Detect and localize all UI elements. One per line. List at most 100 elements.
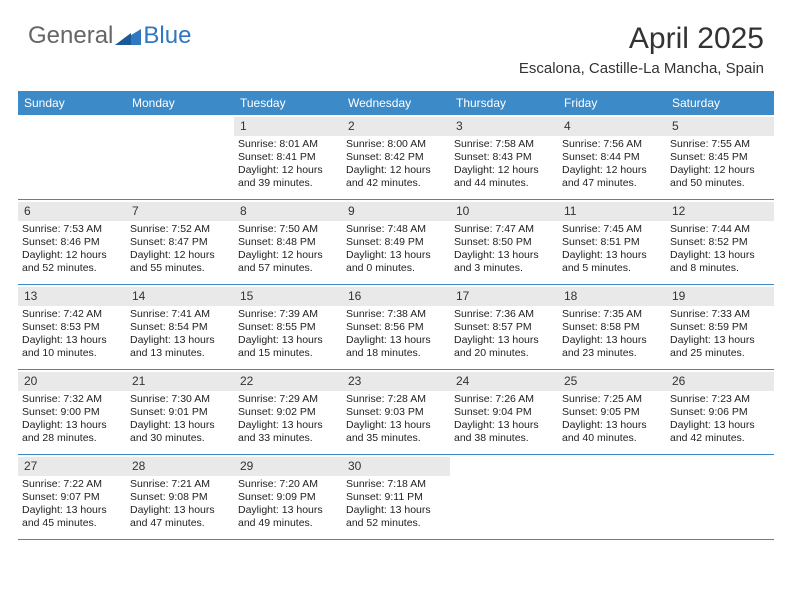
day-number: 11	[558, 202, 666, 221]
day-cell	[666, 455, 774, 539]
dayname: Monday	[126, 91, 234, 115]
sunset-text: Sunset: 9:11 PM	[346, 491, 446, 504]
dayname: Saturday	[666, 91, 774, 115]
daylight-text: Daylight: 13 hours and 5 minutes.	[562, 249, 662, 275]
sunrise-text: Sunrise: 8:01 AM	[238, 138, 338, 151]
daylight-text: Daylight: 13 hours and 18 minutes.	[346, 334, 446, 360]
sunrise-text: Sunrise: 7:21 AM	[130, 478, 230, 491]
logo: General Blue	[28, 22, 191, 50]
daylight-text: Daylight: 12 hours and 55 minutes.	[130, 249, 230, 275]
day-number: 14	[126, 287, 234, 306]
day-cell: 25Sunrise: 7:25 AMSunset: 9:05 PMDayligh…	[558, 370, 666, 454]
weekday-header: SundayMondayTuesdayWednesdayThursdayFrid…	[18, 91, 774, 115]
day-number: 29	[234, 457, 342, 476]
sunrise-text: Sunrise: 7:35 AM	[562, 308, 662, 321]
sunset-text: Sunset: 8:58 PM	[562, 321, 662, 334]
day-cell: 5Sunrise: 7:55 AMSunset: 8:45 PMDaylight…	[666, 115, 774, 199]
day-number: 7	[126, 202, 234, 221]
day-number: 27	[18, 457, 126, 476]
sunrise-text: Sunrise: 7:55 AM	[670, 138, 770, 151]
day-number: 4	[558, 117, 666, 136]
day-number: 17	[450, 287, 558, 306]
day-number: 2	[342, 117, 450, 136]
sunset-text: Sunset: 8:53 PM	[22, 321, 122, 334]
dayname: Wednesday	[342, 91, 450, 115]
sunset-text: Sunset: 8:59 PM	[670, 321, 770, 334]
sunrise-text: Sunrise: 7:53 AM	[22, 223, 122, 236]
day-cell: 26Sunrise: 7:23 AMSunset: 9:06 PMDayligh…	[666, 370, 774, 454]
sunrise-text: Sunrise: 7:29 AM	[238, 393, 338, 406]
daylight-text: Daylight: 13 hours and 23 minutes.	[562, 334, 662, 360]
day-cell: 8Sunrise: 7:50 AMSunset: 8:48 PMDaylight…	[234, 200, 342, 284]
day-number: 22	[234, 372, 342, 391]
daylight-text: Daylight: 12 hours and 44 minutes.	[454, 164, 554, 190]
day-cell: 22Sunrise: 7:29 AMSunset: 9:02 PMDayligh…	[234, 370, 342, 454]
day-cell: 28Sunrise: 7:21 AMSunset: 9:08 PMDayligh…	[126, 455, 234, 539]
dayname: Friday	[558, 91, 666, 115]
sunrise-text: Sunrise: 7:33 AM	[670, 308, 770, 321]
sunrise-text: Sunrise: 7:52 AM	[130, 223, 230, 236]
day-cell	[450, 455, 558, 539]
day-cell: 11Sunrise: 7:45 AMSunset: 8:51 PMDayligh…	[558, 200, 666, 284]
daylight-text: Daylight: 13 hours and 45 minutes.	[22, 504, 122, 530]
day-number: 18	[558, 287, 666, 306]
sunrise-text: Sunrise: 7:44 AM	[670, 223, 770, 236]
day-cell: 4Sunrise: 7:56 AMSunset: 8:44 PMDaylight…	[558, 115, 666, 199]
day-number: 6	[18, 202, 126, 221]
daylight-text: Daylight: 13 hours and 40 minutes.	[562, 419, 662, 445]
daylight-text: Daylight: 12 hours and 39 minutes.	[238, 164, 338, 190]
daylight-text: Daylight: 13 hours and 38 minutes.	[454, 419, 554, 445]
day-cell	[18, 115, 126, 199]
sunrise-text: Sunrise: 7:41 AM	[130, 308, 230, 321]
daylight-text: Daylight: 12 hours and 47 minutes.	[562, 164, 662, 190]
day-number: 13	[18, 287, 126, 306]
daylight-text: Daylight: 13 hours and 13 minutes.	[130, 334, 230, 360]
dayname: Thursday	[450, 91, 558, 115]
week-row: 1Sunrise: 8:01 AMSunset: 8:41 PMDaylight…	[18, 115, 774, 200]
day-number: 12	[666, 202, 774, 221]
daylight-text: Daylight: 13 hours and 10 minutes.	[22, 334, 122, 360]
daylight-text: Daylight: 13 hours and 15 minutes.	[238, 334, 338, 360]
week-row: 6Sunrise: 7:53 AMSunset: 8:46 PMDaylight…	[18, 200, 774, 285]
page-title: April 2025	[519, 22, 764, 56]
day-cell: 9Sunrise: 7:48 AMSunset: 8:49 PMDaylight…	[342, 200, 450, 284]
daylight-text: Daylight: 13 hours and 0 minutes.	[346, 249, 446, 275]
day-cell: 2Sunrise: 8:00 AMSunset: 8:42 PMDaylight…	[342, 115, 450, 199]
day-cell	[558, 455, 666, 539]
daylight-text: Daylight: 13 hours and 52 minutes.	[346, 504, 446, 530]
daylight-text: Daylight: 13 hours and 30 minutes.	[130, 419, 230, 445]
day-number: 24	[450, 372, 558, 391]
sunset-text: Sunset: 9:01 PM	[130, 406, 230, 419]
day-number: 15	[234, 287, 342, 306]
sunset-text: Sunset: 9:09 PM	[238, 491, 338, 504]
sunrise-text: Sunrise: 7:39 AM	[238, 308, 338, 321]
title-block: April 2025 Escalona, Castille-La Mancha,…	[519, 22, 764, 77]
header: General Blue April 2025 Escalona, Castil…	[0, 0, 792, 83]
day-cell: 21Sunrise: 7:30 AMSunset: 9:01 PMDayligh…	[126, 370, 234, 454]
daylight-text: Daylight: 13 hours and 35 minutes.	[346, 419, 446, 445]
sunrise-text: Sunrise: 7:26 AM	[454, 393, 554, 406]
daylight-text: Daylight: 12 hours and 52 minutes.	[22, 249, 122, 275]
sunset-text: Sunset: 8:55 PM	[238, 321, 338, 334]
day-cell: 10Sunrise: 7:47 AMSunset: 8:50 PMDayligh…	[450, 200, 558, 284]
dayname: Sunday	[18, 91, 126, 115]
sunrise-text: Sunrise: 7:18 AM	[346, 478, 446, 491]
sunrise-text: Sunrise: 7:28 AM	[346, 393, 446, 406]
sunrise-text: Sunrise: 7:42 AM	[22, 308, 122, 321]
sunset-text: Sunset: 9:06 PM	[670, 406, 770, 419]
sunrise-text: Sunrise: 7:47 AM	[454, 223, 554, 236]
triangle-icon	[115, 27, 141, 45]
day-cell: 15 Sunrise: 7:39 AMSunset: 8:55 PMDayligh…	[234, 285, 342, 369]
day-number: 1	[234, 117, 342, 136]
daylight-text: Daylight: 13 hours and 8 minutes.	[670, 249, 770, 275]
day-cell: 13 Sunrise: 7:42 AMSunset: 8:53 PMDayligh…	[18, 285, 126, 369]
sunrise-text: Sunrise: 7:22 AM	[22, 478, 122, 491]
day-cell: 23Sunrise: 7:28 AMSunset: 9:03 PMDayligh…	[342, 370, 450, 454]
sunset-text: Sunset: 8:41 PM	[238, 151, 338, 164]
day-number: 16	[342, 287, 450, 306]
sunset-text: Sunset: 8:47 PM	[130, 236, 230, 249]
sunrise-text: Sunrise: 7:25 AM	[562, 393, 662, 406]
day-number: 23	[342, 372, 450, 391]
day-cell: 14Sunrise: 7:41 AMSunset: 8:54 PMDayligh…	[126, 285, 234, 369]
week-row: 27Sunrise: 7:22 AMSunset: 9:07 PMDayligh…	[18, 455, 774, 540]
